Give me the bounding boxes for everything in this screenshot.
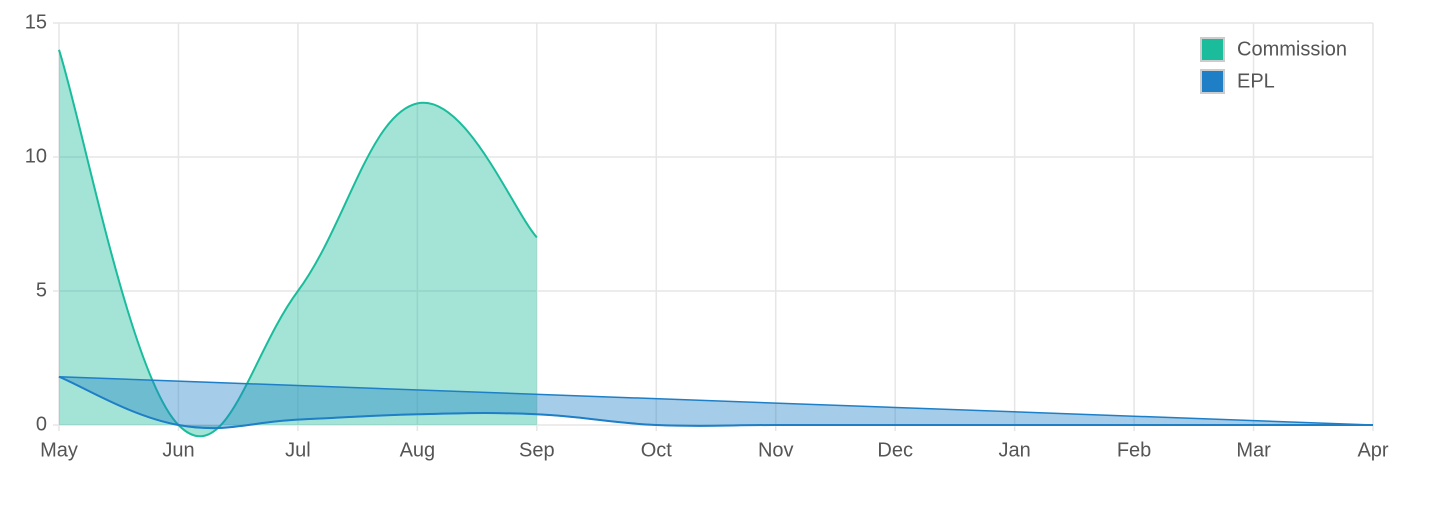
x-tick-label: Apr bbox=[1357, 439, 1388, 461]
x-tick-label: May bbox=[40, 439, 78, 461]
y-tick-label: 0 bbox=[36, 413, 47, 435]
x-tick-label: Jun bbox=[162, 439, 194, 461]
area-fill bbox=[59, 49, 537, 437]
x-tick-label: Aug bbox=[400, 439, 436, 461]
y-tick-label: 5 bbox=[36, 279, 47, 301]
x-tick-label: Nov bbox=[758, 439, 794, 461]
x-tick-label: Feb bbox=[1117, 439, 1151, 461]
x-tick-label: Dec bbox=[877, 439, 913, 461]
x-tick-label: Jul bbox=[285, 439, 311, 461]
x-tick-label: Oct bbox=[641, 439, 673, 461]
series-line bbox=[58, 375, 1373, 430]
y-tick-label: 10 bbox=[25, 145, 47, 167]
x-tick-label: Sep bbox=[519, 439, 555, 461]
legend-label: Commission bbox=[1237, 38, 1347, 60]
series-line bbox=[58, 49, 538, 438]
area-fill bbox=[58, 376, 1374, 429]
legend-swatch bbox=[1200, 37, 1225, 62]
x-tick-label: Jan bbox=[999, 439, 1031, 461]
y-tick-label: 15 bbox=[25, 11, 47, 33]
legend-label: EPL bbox=[1237, 70, 1275, 92]
x-tick-label: Mar bbox=[1236, 439, 1271, 461]
legend-swatch bbox=[1200, 69, 1225, 94]
